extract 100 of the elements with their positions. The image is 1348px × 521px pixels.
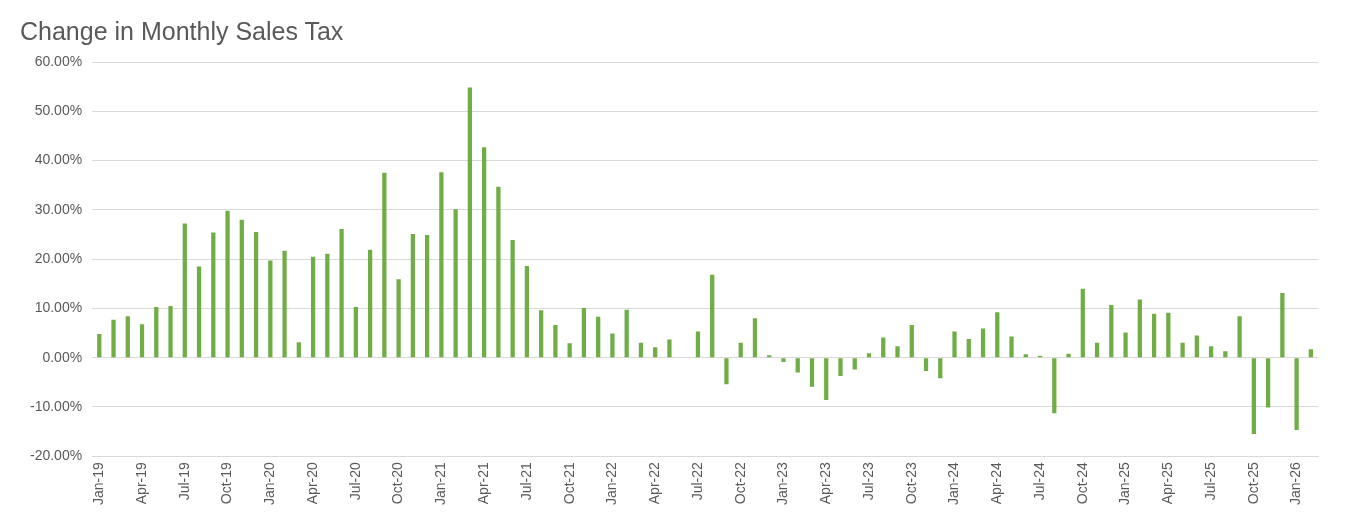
bar [653, 347, 658, 358]
bar [1137, 299, 1142, 358]
bar [596, 316, 601, 358]
bar [510, 239, 515, 358]
x-tick-label: Apr-24 [988, 461, 1005, 505]
bar [139, 324, 145, 358]
bar [624, 309, 629, 358]
bar [909, 325, 914, 358]
bar [225, 210, 230, 358]
bar [482, 147, 487, 358]
bar [738, 342, 743, 358]
x-tick-label: Apr-25 [1159, 461, 1176, 505]
bar [367, 249, 373, 358]
bar [980, 328, 986, 358]
bar [966, 338, 971, 358]
x-tick-label: Jul-23 [859, 461, 876, 501]
bar [638, 342, 644, 358]
bar [339, 229, 344, 358]
bar [866, 353, 872, 358]
bar [382, 172, 387, 358]
bar [467, 87, 473, 358]
bar [581, 307, 587, 358]
x-tick-label: Oct-23 [902, 461, 919, 505]
y-tick-label: -10.00% [29, 397, 83, 414]
bar [268, 260, 273, 358]
bar [1094, 342, 1100, 358]
y-tick-label: 40.00% [34, 151, 83, 168]
bar [253, 232, 259, 358]
x-tick-label: Oct-24 [1073, 461, 1090, 505]
bar [824, 358, 829, 401]
bar [838, 358, 843, 376]
bar [125, 316, 130, 358]
x-tick-label: Apr-19 [132, 461, 149, 505]
x-tick-label: Apr-22 [646, 461, 663, 505]
bar [1251, 358, 1256, 435]
bar [168, 305, 173, 358]
y-tick-label: 30.00% [34, 200, 83, 217]
bar [852, 358, 857, 370]
bar [1080, 288, 1085, 358]
x-tick-label: Jul-24 [1030, 461, 1047, 501]
bar [923, 358, 929, 371]
x-tick-label: Oct-20 [389, 461, 406, 505]
y-tick-label: 50.00% [34, 102, 83, 119]
bar [310, 256, 316, 358]
bar [1066, 353, 1071, 358]
x-tick-label: Jan-22 [603, 461, 620, 506]
bar [795, 358, 800, 373]
bar [881, 337, 886, 358]
x-tick-label: Jul-19 [175, 461, 192, 501]
bar [539, 310, 544, 358]
bar [1308, 349, 1314, 358]
bar [610, 333, 615, 358]
bar [1009, 336, 1014, 358]
bar [781, 358, 786, 363]
bar [1166, 312, 1171, 358]
x-tick-label: Jan-19 [90, 461, 107, 506]
x-tick-label: Apr-21 [474, 461, 491, 505]
bar [296, 342, 301, 358]
bar [710, 274, 715, 358]
bar [1223, 351, 1228, 358]
bar [1052, 358, 1057, 414]
x-tick-label: Jan-25 [1116, 461, 1133, 506]
bar [1023, 354, 1028, 358]
bar [211, 232, 216, 358]
x-tick-label: Oct-19 [218, 461, 235, 505]
bar [239, 219, 244, 358]
y-tick-label: -20.00% [29, 447, 83, 464]
x-tick-label: Apr-23 [817, 461, 834, 505]
bar [410, 233, 415, 358]
x-tick-label: Apr-20 [303, 461, 320, 505]
bar [439, 172, 444, 358]
x-tick-label: Oct-21 [560, 461, 577, 505]
y-tick-label: 10.00% [34, 299, 83, 316]
bar [424, 234, 430, 358]
bar [752, 318, 758, 358]
bar [1280, 293, 1285, 358]
x-tick-label: Oct-25 [1244, 461, 1261, 505]
bar [97, 333, 102, 358]
bar [1180, 342, 1185, 358]
bar [938, 358, 943, 379]
x-tick-label: Jan-20 [261, 461, 278, 506]
bar [952, 331, 957, 358]
bar [325, 253, 330, 358]
bar [809, 358, 815, 387]
bar [1123, 332, 1128, 358]
x-tick-label: Jul-22 [688, 461, 705, 501]
chart-title: Change in Monthly Sales Tax [20, 16, 344, 45]
x-tick-label: Jan-23 [774, 461, 791, 506]
x-tick-label: Jul-20 [346, 461, 363, 501]
bar [396, 279, 401, 358]
bar [1194, 335, 1199, 358]
bar [154, 306, 159, 358]
x-tick-label: Jul-21 [517, 461, 534, 501]
x-tick-label: Jan-21 [432, 461, 449, 506]
y-tick-label: 60.00% [34, 52, 83, 69]
y-tick-label: 0.00% [42, 348, 83, 365]
bar [1294, 358, 1299, 431]
bar [724, 358, 729, 385]
y-tick-label: 20.00% [34, 249, 83, 266]
bar [196, 266, 202, 358]
